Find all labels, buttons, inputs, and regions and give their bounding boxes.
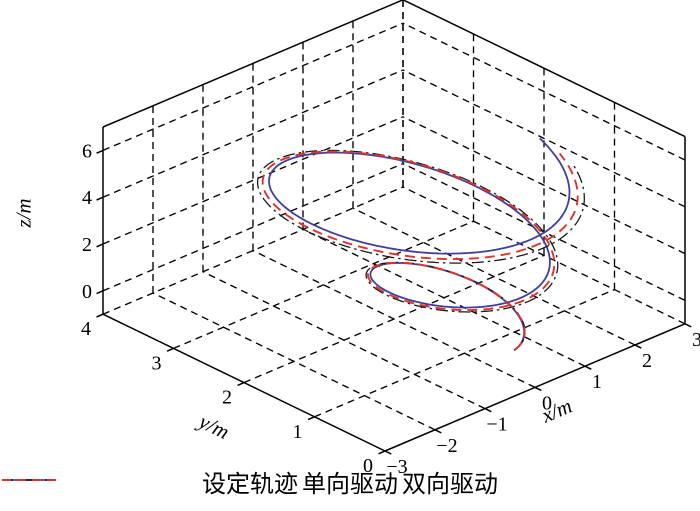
svg-text:−1: −1 [486, 414, 507, 436]
legend-line-dashed-icon [2, 479, 58, 481]
svg-text:−2: −2 [436, 435, 457, 457]
svg-text:0: 0 [542, 392, 552, 414]
svg-text:3: 3 [152, 352, 162, 374]
svg-text:2: 2 [222, 387, 232, 409]
legend-label: 单向驱动 [302, 472, 398, 498]
tick-labels: −3 −2 −1 0 1 2 3 0 1 2 3 4 0 2 4 6 [81, 140, 700, 478]
svg-text:1: 1 [293, 421, 303, 443]
svg-text:2: 2 [82, 234, 92, 256]
svg-text:3: 3 [692, 329, 700, 351]
svg-text:4: 4 [81, 318, 91, 340]
legend-item-unidirectional-drive: 单向驱动 [2, 472, 398, 498]
series-bidirectional-drive [261, 150, 579, 351]
trajectory-curves [256, 137, 585, 352]
grid-lines [102, 0, 686, 431]
legend-label: 设定轨迹 [202, 472, 298, 498]
legend-item-bidirectional-drive: 双向驱动 [2, 472, 498, 498]
series-set-trajectory [268, 137, 571, 352]
z-axis-title: z/m [11, 198, 36, 228]
svg-text:6: 6 [82, 140, 92, 162]
svg-text:−3: −3 [386, 456, 407, 478]
svg-text:2: 2 [642, 350, 652, 372]
series-unidirectional-drive [256, 149, 585, 350]
svg-text:1: 1 [592, 371, 602, 393]
svg-text:0: 0 [82, 281, 92, 303]
legend-label: 双向驱动 [402, 472, 498, 498]
legend-item-set-trajectory: 设定轨迹 [2, 472, 298, 498]
axis-ticks [96, 149, 692, 455]
svg-text:4: 4 [82, 187, 92, 209]
legend: 设定轨迹 单向驱动 双向驱动 [0, 473, 700, 497]
svg-text:0: 0 [363, 455, 373, 477]
